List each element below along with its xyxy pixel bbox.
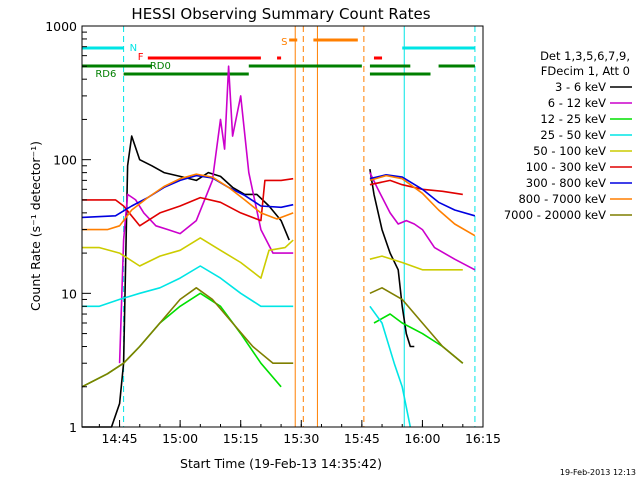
series-line-5 [369, 179, 463, 196]
plot-frame [81, 25, 484, 428]
x-tick-label: 15:45 [344, 431, 380, 446]
flag-label-rd6: RD6 [95, 69, 116, 80]
flag-label-flare: F [138, 52, 144, 63]
x-axis-ticks: 14:45 15:00 15:15 15:30 15:45 16:00 16:15 [98, 420, 501, 446]
y-axis-ticks: 1 10 100 1000 [45, 19, 91, 435]
series-line-8 [369, 286, 464, 364]
series-line-0 [369, 168, 415, 348]
series-line-7 [369, 174, 476, 237]
flag-label-saa: S [281, 37, 287, 48]
legend-label: 6 - 12 keV [548, 96, 606, 110]
y-tick-label: 100 [53, 153, 77, 168]
x-tick-label: 15:00 [162, 431, 198, 446]
series-line-4 [369, 255, 463, 271]
series-line-6 [81, 174, 294, 219]
x-tick-label: 15:30 [283, 431, 319, 446]
series-lines [81, 65, 476, 428]
footer-date: 19-Feb-2013 12:13 [560, 468, 636, 477]
vertical-markers [123, 26, 476, 427]
legend-label: 7000 - 20000 keV [504, 208, 606, 222]
series-line-6 [369, 174, 476, 217]
x-tick-label: 16:15 [465, 431, 501, 446]
legend-label: 300 - 800 keV [526, 176, 606, 190]
legend-label: 800 - 7000 keV [518, 192, 606, 206]
series-line-5 [82, 177, 294, 227]
series-line-7 [82, 173, 294, 231]
x-tick-label: 14:45 [102, 431, 138, 446]
legend: Det 1,3,5,6,7,9, FDecim 1, Att 0 3 - 6 k… [504, 49, 632, 222]
legend-header-2: FDecim 1, Att 0 [541, 64, 630, 78]
y-tick-label: 1000 [45, 19, 77, 34]
legend-label: 50 - 100 keV [533, 144, 606, 158]
x-axis-label: Start Time (19-Feb-13 14:35:42) [180, 456, 382, 471]
chart-title: HESSI Observing Summary Count Rates [131, 5, 430, 23]
x-tick-label: 16:00 [404, 431, 440, 446]
series-line-3 [369, 305, 412, 428]
legend-label: 12 - 25 keV [540, 112, 606, 126]
series-line-8 [81, 286, 294, 388]
x-tick-label: 15:15 [223, 431, 259, 446]
series-line-4 [82, 237, 294, 279]
y-axis-label: Count Rate (s⁻¹ detector⁻¹) [28, 141, 43, 311]
y-tick-label: 10 [61, 286, 77, 301]
flag-label-night: N [130, 43, 137, 54]
y-tick-label: 1 [69, 420, 77, 435]
legend-label: 3 - 6 keV [555, 80, 606, 94]
flag-label-rd0: RD0 [150, 61, 171, 72]
series-line-3 [82, 265, 294, 308]
legend-label: 25 - 50 keV [540, 128, 606, 142]
series-line-1 [369, 172, 476, 271]
legend-header-1: Det 1,3,5,6,7,9, [540, 49, 630, 63]
legend-label: 100 - 300 keV [526, 160, 606, 174]
